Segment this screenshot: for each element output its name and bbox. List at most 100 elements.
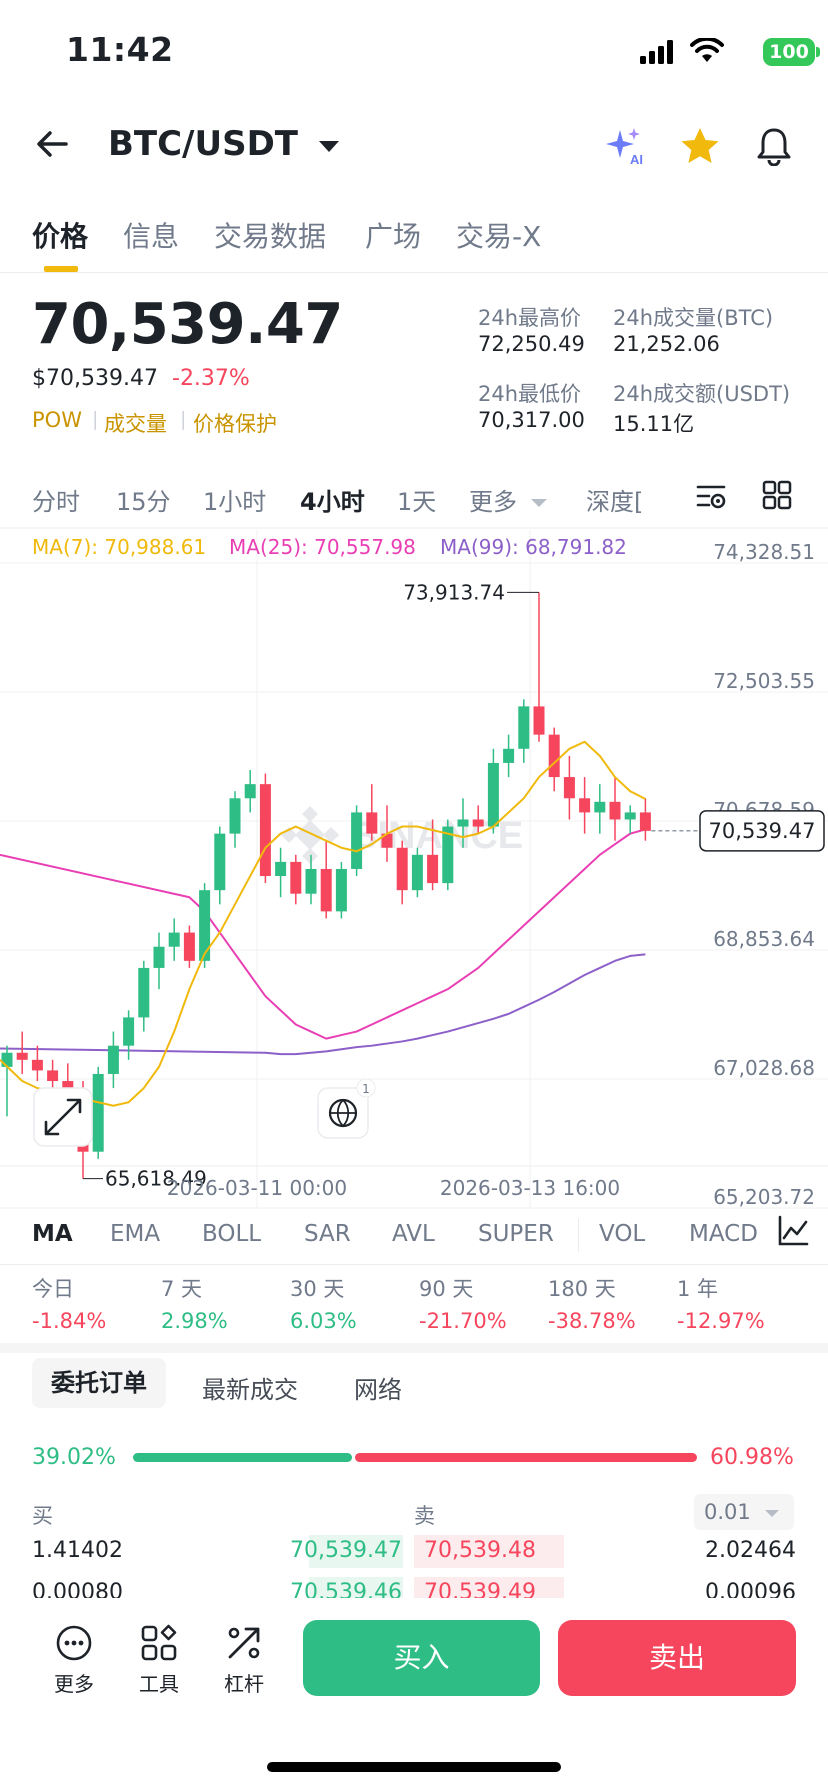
candle-body	[183, 932, 195, 961]
buy-ratio-bar	[133, 1453, 352, 1462]
high-annotation: 73,913.74	[403, 580, 505, 604]
indicator-macd[interactable]: MACD	[689, 1221, 757, 1247]
perf-7d-value: 2.98%	[161, 1309, 228, 1333]
tools-icon[interactable]	[140, 1624, 178, 1662]
tag-pow[interactable]: POW	[32, 408, 82, 432]
chart-settings-icon[interactable]	[695, 480, 727, 512]
candle-down	[320, 840, 332, 919]
star-icon[interactable]	[680, 127, 720, 165]
x-axis: 2026-03-11 00:00 2026-03-13 16:00	[167, 1176, 620, 1200]
candle-down	[472, 805, 484, 834]
x-tick-label: 2026-03-11 00:00	[167, 1176, 347, 1200]
ma7-line	[0, 740, 646, 1107]
back-arrow-icon[interactable]	[32, 124, 72, 164]
indicator-boll[interactable]: BOLL	[202, 1221, 262, 1247]
more-label[interactable]: 更多	[54, 1672, 94, 1696]
section-divider	[0, 1343, 828, 1353]
binance-logo-icon	[281, 806, 339, 864]
candle-body	[275, 861, 287, 877]
fullscreen-button[interactable]	[33, 1087, 93, 1147]
perf-1y-value: -12.97%	[677, 1309, 765, 1333]
tab-square[interactable]: 广场	[365, 220, 422, 253]
timeframe-1h[interactable]: 1小时	[203, 488, 267, 516]
bell-icon[interactable]	[756, 126, 792, 166]
indicator-avl[interactable]: AVL	[392, 1221, 435, 1247]
candle-body	[290, 861, 302, 894]
tag-price-protection[interactable]: 价格保护	[193, 412, 277, 436]
candle-up	[1, 1045, 13, 1117]
indicator-vol[interactable]: VOL	[599, 1221, 646, 1247]
buy-quantity: 1.41402	[32, 1538, 123, 1563]
sell-depth-bar	[414, 1577, 564, 1598]
battery-nub	[816, 47, 820, 57]
ma7-legend: MA(7): 70,988.61	[32, 535, 207, 559]
globe-badge-button[interactable]: 1	[317, 1078, 376, 1139]
candle-body	[487, 762, 499, 827]
candle-down	[609, 777, 621, 841]
stat-24h-low-label: 24h最低价	[478, 382, 582, 406]
timeframe-more-label: 更多	[469, 488, 517, 516]
ai-sparkle-icon[interactable]: AI	[604, 126, 646, 166]
tools-label[interactable]: 工具	[139, 1672, 179, 1696]
precision-select[interactable]: 0.01	[694, 1494, 794, 1530]
tab-trading-data[interactable]: 交易数据	[214, 220, 327, 253]
indicator-ema[interactable]: EMA	[110, 1221, 161, 1247]
buy-header: 买	[32, 1504, 53, 1528]
y-axis: 74,328.5172,503.5570,678.5968,853.6467,0…	[713, 540, 815, 1209]
timeframe-depth[interactable]: 深度[	[586, 488, 644, 516]
indicator-super[interactable]: SUPER	[478, 1221, 554, 1247]
precision-value: 0.01	[704, 1500, 751, 1524]
buy-button[interactable]: 买入	[303, 1620, 540, 1696]
indicator-chart-icon[interactable]	[776, 1214, 810, 1248]
sell-header: 卖	[414, 1504, 435, 1528]
candlestick-chart[interactable]: BINANCE 73,913.74 65,618.49 74,328.51 72,5…	[0, 520, 828, 1210]
candle-body	[427, 854, 439, 884]
ma99-line	[0, 953, 646, 1056]
tab-trade-x[interactable]: 交易-X	[456, 220, 542, 253]
timeframe-line[interactable]: 分时	[32, 488, 80, 516]
expand-icon	[44, 1098, 82, 1136]
pair-selector[interactable]: BTC/USDT	[108, 124, 340, 164]
timeframe-4h[interactable]: 4小时	[300, 488, 365, 516]
tab-order-book[interactable]: 委托订单	[32, 1358, 166, 1408]
more-circle-icon[interactable]	[55, 1624, 93, 1662]
timeframe-15m[interactable]: 15分	[116, 488, 171, 516]
candle-up	[487, 748, 499, 834]
leverage-label[interactable]: 杠杆	[224, 1672, 264, 1696]
order-book-row[interactable]: 0.00080 70,539.46 70,539.49 0.00096	[0, 1574, 828, 1598]
candle-body	[107, 1045, 119, 1074]
tab-recent-trades[interactable]: 最新成交	[202, 1376, 298, 1404]
tag-volume[interactable]: 成交量	[104, 412, 167, 436]
perf-7d-label: 7 天	[161, 1277, 203, 1301]
tab-price[interactable]: 价格	[32, 220, 89, 253]
grid-layout-icon[interactable]	[762, 480, 792, 510]
timeframe-1d[interactable]: 1天	[397, 488, 437, 516]
tab-network[interactable]: 网络	[354, 1376, 402, 1404]
ma25-line-layer	[0, 828, 646, 1040]
timeframe-more[interactable]: 更多	[469, 482, 547, 517]
home-indicator	[267, 1762, 561, 1772]
y-tick-label: 74,328.51	[713, 540, 815, 564]
indicator-ma[interactable]: MA	[32, 1221, 73, 1247]
stat-24h-volume-btc-label: 24h成交量(BTC)	[613, 306, 774, 330]
candle-up	[244, 770, 256, 813]
sell-button[interactable]: 卖出	[558, 1620, 796, 1696]
candle-body	[229, 798, 241, 834]
candle-body	[639, 812, 651, 831]
candle-down	[548, 727, 560, 792]
candle-up	[411, 847, 423, 898]
tab-info[interactable]: 信息	[123, 220, 180, 253]
ma99-line-layer	[0, 953, 646, 1056]
candle-down	[639, 798, 651, 841]
watermark: BINANCE	[281, 806, 523, 864]
leverage-icon[interactable]	[225, 1624, 263, 1662]
caret-down-icon	[765, 1509, 780, 1517]
candle-body	[503, 748, 515, 763]
candle-up	[594, 784, 606, 834]
order-book-row[interactable]: 1.41402 70,539.47 70,539.48 2.02464	[0, 1532, 828, 1570]
candle-body	[16, 1052, 28, 1060]
indicator-sar[interactable]: SAR	[304, 1221, 351, 1247]
candle-down	[31, 1045, 43, 1082]
perf-1y-label: 1 年	[677, 1277, 719, 1301]
sell-quantity: 0.00096	[705, 1580, 796, 1598]
